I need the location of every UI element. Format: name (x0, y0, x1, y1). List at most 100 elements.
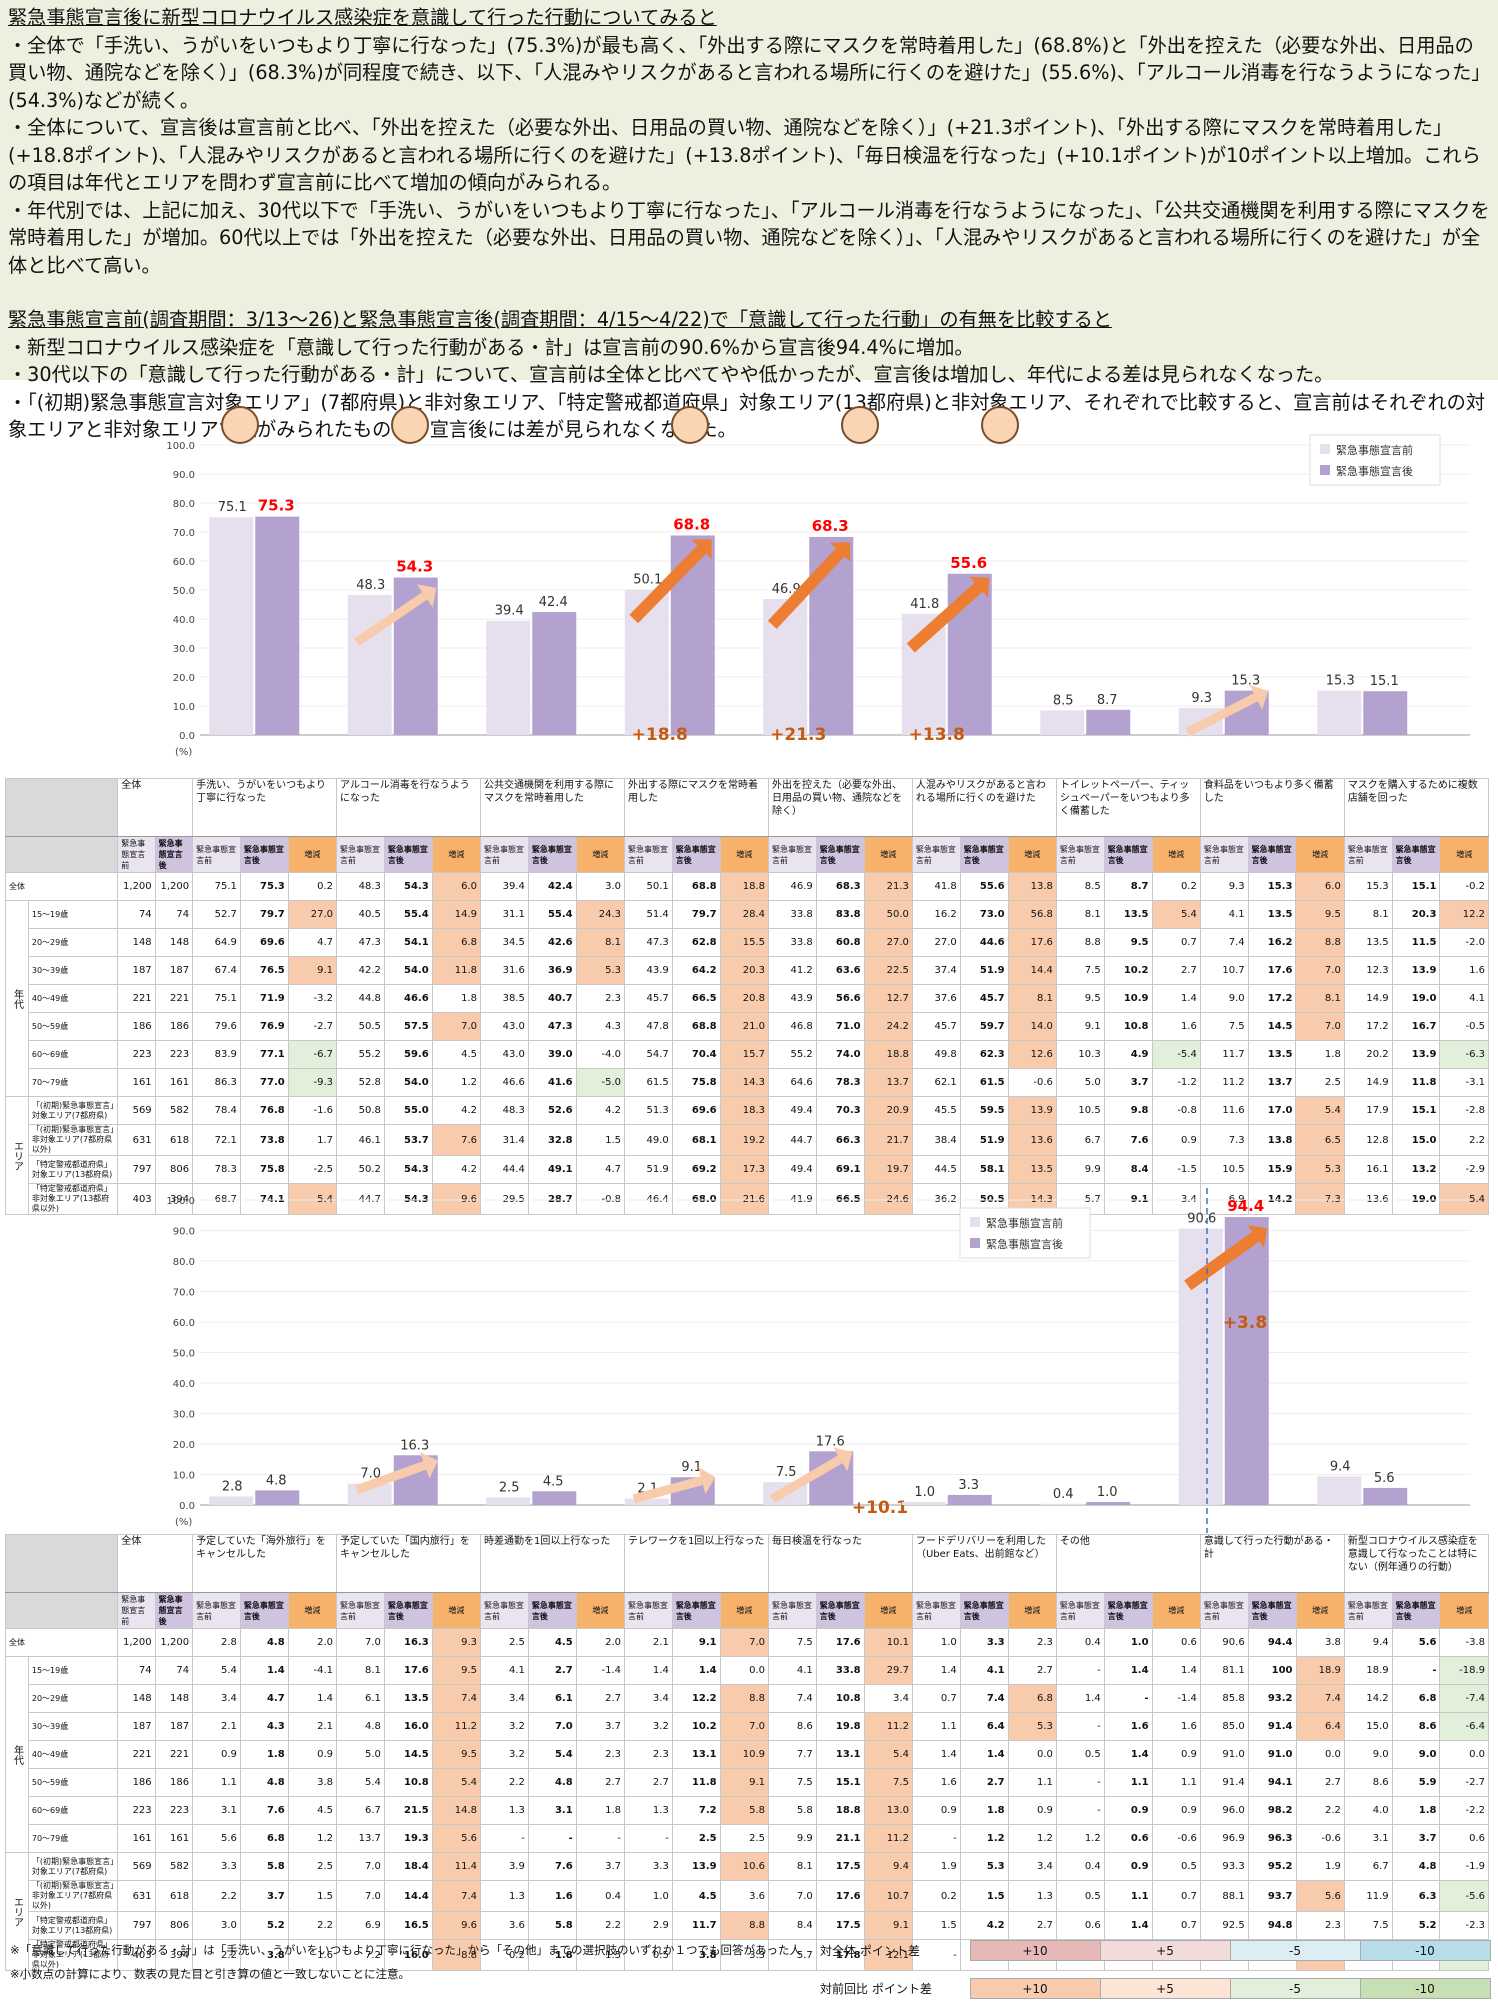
cell-post: 4.7 (239, 1684, 289, 1713)
bar-post (532, 1491, 577, 1505)
cell-post: 3.1 (527, 1796, 577, 1825)
sub-post: 緊急事態宣言後 (383, 1592, 433, 1629)
cell-pre: 4.1 (767, 1656, 817, 1685)
cell-diff: -5.4 (1151, 1040, 1201, 1069)
sub-diff: 増減 (863, 1592, 913, 1629)
cell-diff: 2.3 (575, 1740, 626, 1769)
cell-diff: -2.3 (1439, 1911, 1489, 1940)
n-post: 223 (154, 1040, 194, 1069)
table-row: 「特定警戒都道府県」対象エリア(13都府県) 797 806 78.3 75.8 -2.5… (6, 1155, 1489, 1184)
increase-arrowhead (969, 576, 990, 598)
cell-pre: 7.4 (767, 1684, 817, 1713)
increase-arrowhead (691, 539, 712, 560)
cell-diff: 6.0 (431, 872, 482, 901)
n-pre: 569 (117, 1096, 156, 1125)
cell-diff: -9.3 (287, 1068, 338, 1097)
cell-post: 14.2 (1247, 1183, 1297, 1215)
row-label: 40〜49歳 (27, 1740, 119, 1769)
cell-diff: 7.0 (719, 1628, 769, 1657)
cell-post: 76.8 (239, 1096, 289, 1125)
value-label-post: 54.3 (396, 558, 433, 576)
increase-arrow (769, 1455, 843, 1503)
cell-diff: 11.4 (431, 1852, 482, 1881)
n-post: 161 (154, 1824, 194, 1853)
cell-pre: 2.1 (624, 1628, 673, 1657)
sub-post: 緊急事態宣言後 (154, 836, 194, 873)
sub-diff: 増減 (719, 1592, 769, 1629)
n-pre: 1,200 (117, 1628, 156, 1657)
cell-diff: 21.3 (863, 872, 913, 901)
cell-post: 68.3 (815, 872, 865, 901)
cell-post: 17.6 (1247, 956, 1297, 985)
cell-post: 1.4 (671, 1656, 721, 1685)
cell-diff: 1.8 (575, 1796, 626, 1825)
cell-diff: 24.2 (863, 1012, 913, 1041)
cell-post: 4.8 (239, 1768, 289, 1797)
cell-diff: 7.0 (1295, 1012, 1345, 1041)
cell-post: 9.8 (1103, 1096, 1153, 1125)
cell-diff: 2.0 (575, 1628, 626, 1657)
legend-swatch-pre (970, 1217, 980, 1227)
cell-diff: 1.5 (287, 1880, 338, 1912)
legend-swatch-pre (1320, 444, 1330, 454)
cell-post: 46.6 (383, 984, 433, 1013)
cell-diff: 2.7 (1295, 1768, 1345, 1797)
cell-diff: 0.0 (1295, 1740, 1345, 1769)
increase-arrow (632, 1476, 703, 1504)
n-pre: 74 (117, 900, 156, 929)
cell-diff: 2.2 (1439, 1124, 1489, 1156)
cell-diff: 12.1 (863, 1939, 913, 1971)
cell-diff: 14.4 (1007, 956, 1057, 985)
column-header: 意識して行った行動がある・計 (1199, 1534, 1345, 1593)
cell-diff: 2.1 (287, 1712, 338, 1741)
cell-pre: 49.0 (623, 1124, 673, 1156)
bar-pre (1040, 1503, 1085, 1505)
value-label-post: 75.3 (258, 497, 295, 515)
cell-post: 17.5 (815, 1852, 865, 1881)
cell-post: 3.7 (239, 1880, 289, 1912)
cell-pre: 78.3 (192, 1155, 241, 1184)
cell-pre: 4.8 (336, 1712, 385, 1741)
cell-diff: 27.0 (863, 928, 913, 957)
cell-post: 2.5 (671, 1824, 721, 1853)
cell-pre: 7.7 (767, 1740, 817, 1769)
cell-post: 66.5 (815, 1183, 865, 1215)
cell-diff: 9.6 (431, 1911, 482, 1940)
cell-post: 61.5 (959, 1068, 1009, 1097)
cell-pre: 55.2 (336, 1040, 385, 1069)
cell-diff: 3.4 (1007, 1852, 1057, 1881)
cell-pre: 41.2 (767, 956, 817, 985)
cell-post: 41.6 (527, 1068, 577, 1097)
cell-pre: 3.3 (624, 1852, 673, 1881)
cell-diff: 5.4 (431, 1768, 482, 1797)
cell-post: 70.3 (815, 1096, 865, 1125)
cell-diff: 9.1 (863, 1911, 913, 1940)
cell-pre: 81.1 (1199, 1656, 1249, 1685)
cell-post: 10.2 (1103, 956, 1153, 985)
cell-pre: 1.2 (1055, 1824, 1105, 1853)
cell-post: 1.6 (527, 1880, 577, 1912)
cell-pre: 8.1 (336, 1656, 385, 1685)
cell-pre: 42.2 (336, 956, 385, 985)
legend-box (1309, 434, 1441, 486)
cell-post: 1.8 (239, 1740, 289, 1769)
cell-post: 5.6 (1391, 1628, 1441, 1657)
y-tick-label: 0.0 (179, 1501, 195, 1512)
cell-pre: 2.5 (480, 1628, 529, 1657)
cell-pre: 2.7 (624, 1768, 673, 1797)
cell-diff: 19.2 (719, 1124, 769, 1156)
cell-post: 11.8 (1391, 1068, 1441, 1097)
y-tick-label: 90.0 (173, 470, 195, 481)
cell-pre: 8.8 (1055, 928, 1105, 957)
cell-pre: 11.9 (1343, 1880, 1393, 1912)
sub-pre: 緊急事態宣言前 (767, 836, 817, 873)
value-label-pre: 75.1 (218, 500, 247, 515)
sub-pre: 緊急事態宣言前 (336, 836, 385, 873)
cell-diff: 0.7 (1151, 1911, 1201, 1940)
cell-post: 73.8 (239, 1124, 289, 1156)
table-row: 50〜59歳 186 186 79.6 76.9 -2.7 50.5 57.5 7.0 43.0 4… (6, 1012, 1489, 1041)
increase-label: +13.8 (909, 725, 965, 745)
cell-pre: 85.8 (1199, 1684, 1249, 1713)
cell-pre: 45.7 (911, 1012, 961, 1041)
cell-diff: 3.0 (575, 872, 625, 901)
